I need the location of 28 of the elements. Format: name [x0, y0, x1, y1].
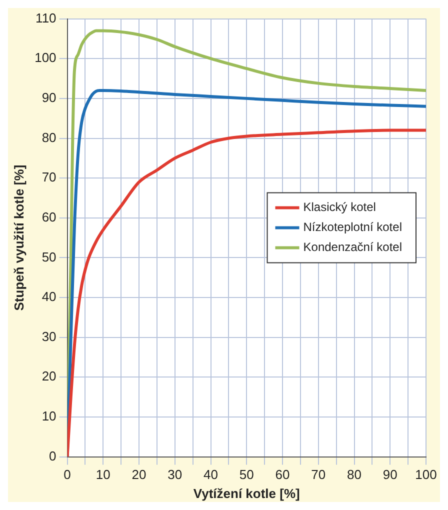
x-axis-title: Vytížení kotle [%]: [193, 486, 300, 501]
x-tick-label: 30: [168, 467, 182, 482]
x-tick-label: 20: [132, 467, 146, 482]
x-tick-label: 10: [96, 467, 110, 482]
y-axis-title: Stupeň využití kotle [%]: [11, 164, 26, 311]
x-tick-label: 0: [64, 467, 71, 482]
y-tick-label: 100: [34, 50, 56, 66]
y-tick-label: 50: [42, 249, 56, 264]
y-tick-label: 0: [49, 448, 56, 464]
y-tick-label: 10: [42, 408, 56, 424]
x-tick-label: 80: [347, 467, 362, 482]
x-tick-label: 50: [239, 467, 254, 482]
y-tick-label: 30: [42, 328, 56, 344]
x-tick-label: 90: [382, 467, 398, 482]
legend-label: Klasický kotel: [303, 200, 376, 214]
x-tick-label: 60: [275, 467, 290, 482]
x-tick-label: 70: [311, 467, 326, 482]
y-tick-label: 70: [42, 170, 56, 185]
x-tick-label: 100: [415, 467, 437, 482]
y-tick-label: 40: [42, 289, 56, 304]
legend-label: Kondenzační kotel: [303, 240, 402, 254]
x-tick-label: 40: [204, 467, 218, 482]
legend-label: Nízkoteplotní kotel: [303, 220, 402, 234]
y-tick-label: 60: [42, 209, 56, 224]
y-tick-label: 90: [42, 90, 56, 106]
y-tick-label: 80: [42, 130, 56, 145]
y-tick-label: 20: [42, 368, 56, 384]
y-tick-label: 110: [36, 10, 56, 26]
